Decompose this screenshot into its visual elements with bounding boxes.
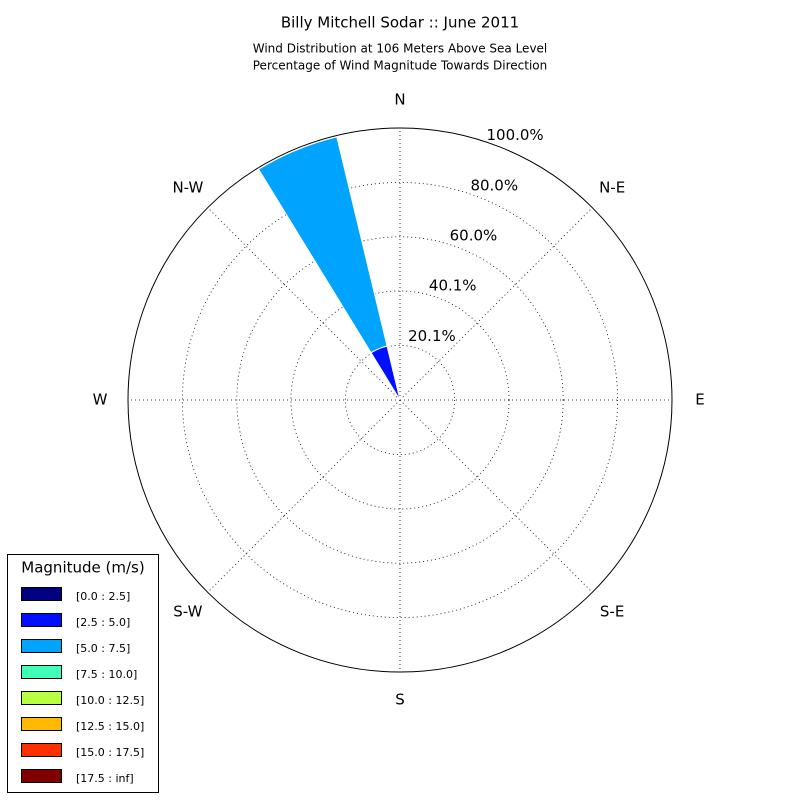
legend-label: [12.5 : 15.0]: [76, 720, 144, 733]
legend-label: [7.5 : 10.0]: [76, 668, 137, 681]
spoke: [207, 207, 401, 401]
legend-label: [10.0 : 12.5]: [76, 694, 144, 707]
legend-title: Magnitude (m/s): [21, 559, 144, 577]
spoke: [399, 399, 593, 593]
grid-circle: [290, 290, 510, 510]
legend-label: [5.0 : 7.5]: [76, 642, 130, 655]
legend-swatch: [21, 665, 62, 679]
legend-label: [17.5 : inf]: [76, 772, 134, 785]
direction-label: S-W: [173, 603, 202, 621]
chart-subtitle: Percentage of Wind Magnitude Towards Dir…: [253, 59, 547, 73]
direction-label: N: [394, 91, 405, 109]
radial-tick-label: 100.0%: [486, 126, 543, 144]
legend-label: [2.5 : 5.0]: [76, 616, 130, 629]
grid-circle: [236, 236, 564, 564]
direction-label: W: [93, 391, 108, 409]
radial-tick-label: 40.1%: [429, 277, 477, 295]
grid-circle: [344, 344, 456, 456]
legend-swatch: [21, 743, 62, 757]
grid-circle: [181, 181, 619, 619]
radial-tick-label: 80.0%: [470, 176, 518, 194]
wind-sector: [370, 345, 401, 401]
legend: Magnitude (m/s) [0.0 : 2.5] [2.5 : 5.0] [5…: [7, 554, 159, 793]
legend-swatch: [21, 769, 62, 783]
legend-swatch: [21, 587, 62, 601]
radial-tick-label: 60.0%: [450, 227, 498, 245]
chart-subtitle: Wind Distribution at 106 Meters Above Se…: [253, 42, 548, 56]
direction-label: S: [395, 691, 405, 709]
spoke: [207, 399, 401, 593]
radial-tick-label: 20.1%: [408, 327, 456, 345]
plot-area: N N-E E S-E S S-W W N-W 20.1% 40.1% 60.0% 80.0% 100.…: [93, 91, 705, 709]
legend-swatch: [21, 613, 62, 627]
polar-frame: [127, 127, 673, 673]
direction-label: S-E: [600, 603, 624, 621]
legend-swatch: [21, 717, 62, 731]
wind-sector: [257, 136, 388, 354]
spoke: [399, 207, 593, 401]
legend-label: [0.0 : 2.5]: [76, 590, 130, 603]
legend-swatch: [21, 639, 62, 653]
direction-label: N-W: [172, 178, 203, 196]
chart-title: Billy Mitchell Sodar :: June 2011: [281, 14, 519, 32]
legend-label: [15.0 : 17.5]: [76, 746, 144, 759]
direction-label: N-E: [599, 178, 625, 196]
direction-label: E: [695, 391, 704, 409]
legend-swatch: [21, 691, 62, 705]
